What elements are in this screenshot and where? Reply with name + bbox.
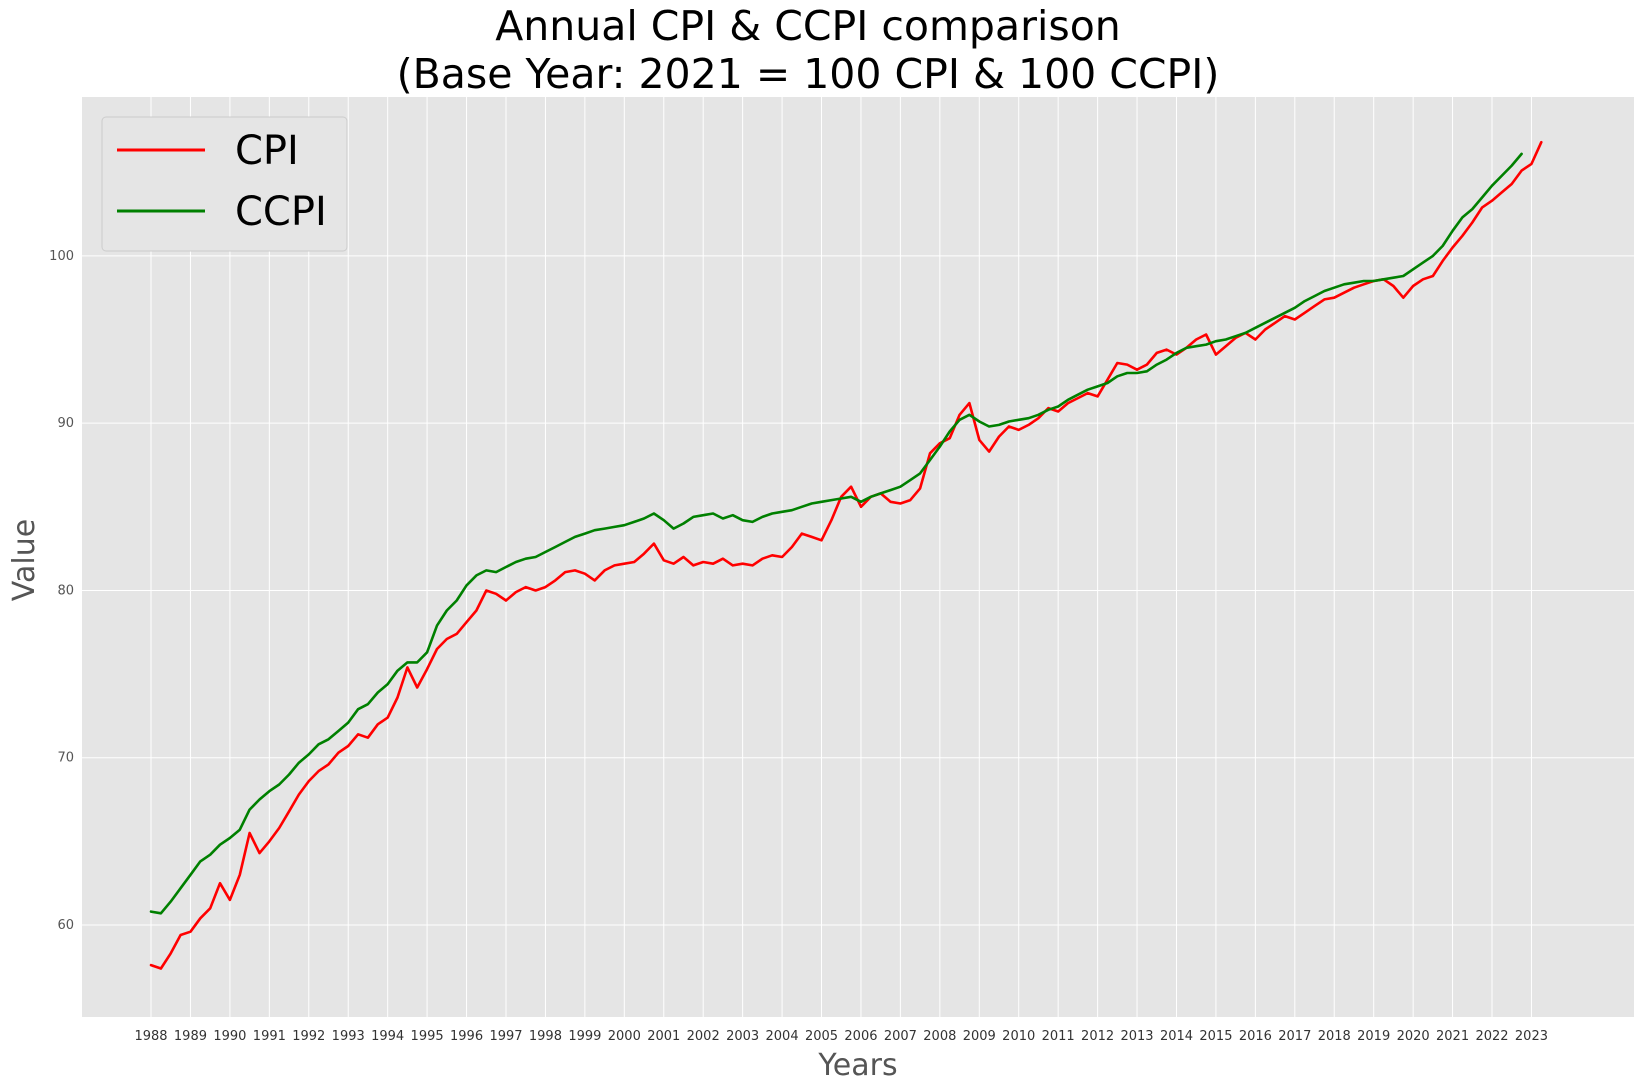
x-tick-label: 2023 xyxy=(1515,1029,1548,1044)
x-tick-label: 2015 xyxy=(1199,1029,1232,1044)
x-tick-label: 2020 xyxy=(1397,1029,1430,1044)
y-tick-label: 60 xyxy=(57,918,74,933)
x-tick-label: 2009 xyxy=(963,1029,996,1044)
x-tick-label: 2008 xyxy=(923,1029,956,1044)
chart-subtitle: (Base Year: 2021 = 100 CPI & 100 CCPI) xyxy=(397,50,1220,98)
x-tick-label: 2017 xyxy=(1278,1029,1311,1044)
x-axis-label: Years xyxy=(817,1048,897,1083)
x-tick-label: 1988 xyxy=(134,1029,167,1044)
x-tick-label: 1991 xyxy=(253,1029,286,1044)
x-tick-label: 1996 xyxy=(450,1029,483,1044)
x-tick-label: 1999 xyxy=(568,1029,601,1044)
x-tick-label: 2004 xyxy=(766,1029,799,1044)
x-tick-label: 2006 xyxy=(844,1029,877,1044)
legend-cpi-label: CPI xyxy=(235,128,299,174)
x-tick-label: 1995 xyxy=(411,1029,444,1044)
y-tick-label: 80 xyxy=(57,583,74,598)
x-tick-labels: 1988 1989 1990 1991 1992 1993 1994 1995 1996 1997… xyxy=(134,1029,1548,1044)
y-tick-label: 70 xyxy=(57,751,74,766)
x-tick-label: 2016 xyxy=(1239,1029,1272,1044)
x-tick-label: 2018 xyxy=(1318,1029,1351,1044)
x-tick-label: 2013 xyxy=(1120,1029,1153,1044)
x-tick-label: 1989 xyxy=(174,1029,207,1044)
x-tick-label: 1994 xyxy=(371,1029,404,1044)
legend: CPI CCPI xyxy=(102,117,347,251)
x-tick-label: 2012 xyxy=(1081,1029,1114,1044)
x-tick-label: 2005 xyxy=(805,1029,838,1044)
x-tick-label: 2003 xyxy=(726,1029,759,1044)
x-tick-label: 1997 xyxy=(489,1029,522,1044)
x-tick-label: 1990 xyxy=(213,1029,246,1044)
y-tick-label: 90 xyxy=(57,416,74,431)
x-tick-label: 2000 xyxy=(608,1029,641,1044)
x-tick-label: 1993 xyxy=(332,1029,365,1044)
x-tick-label: 1998 xyxy=(529,1029,562,1044)
x-tick-label: 1992 xyxy=(292,1029,325,1044)
x-tick-label: 2001 xyxy=(647,1029,680,1044)
legend-ccpi-label: CCPI xyxy=(235,189,327,235)
x-tick-label: 2011 xyxy=(1042,1029,1075,1044)
x-tick-label: 2007 xyxy=(884,1029,917,1044)
x-tick-label: 2022 xyxy=(1475,1029,1508,1044)
x-tick-label: 2002 xyxy=(687,1029,720,1044)
y-tick-label: 100 xyxy=(49,249,74,264)
y-tick-labels: 60 70 80 90 100 xyxy=(49,249,74,933)
x-tick-label: 2014 xyxy=(1160,1029,1193,1044)
chart-title: Annual CPI & CCPI comparison xyxy=(495,2,1121,50)
x-tick-label: 2019 xyxy=(1357,1029,1390,1044)
x-tick-label: 2010 xyxy=(1002,1029,1035,1044)
x-tick-label: 2021 xyxy=(1436,1029,1469,1044)
y-axis-label: Value xyxy=(7,519,42,601)
